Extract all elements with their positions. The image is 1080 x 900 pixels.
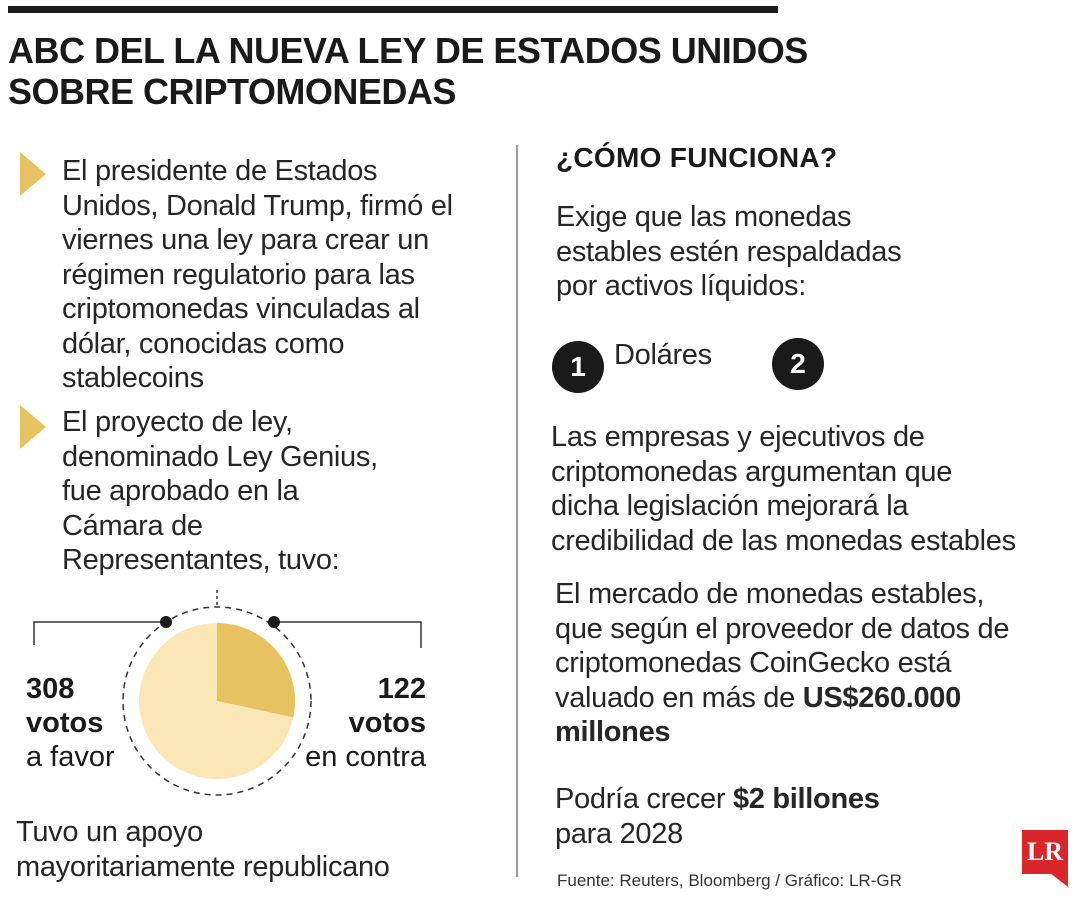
growth-value: $2 billones	[732, 783, 880, 815]
bullet2-line: Representantes, tuvo:	[62, 544, 340, 576]
votes-for-label: 308 votos a favor	[26, 672, 115, 774]
bullet2-line: Cámara de	[62, 509, 203, 542]
votes-for-word: votos	[26, 707, 104, 739]
market-prefix: valuado en más de	[555, 681, 803, 714]
bullet2-line: El proyecto de ley,	[62, 406, 293, 438]
market-line: El mercado de monedas estables,	[555, 578, 985, 610]
bullet1-line: stablecoins	[62, 362, 204, 394]
market-value-unit: millones	[555, 716, 671, 748]
votes-against-word: votos	[348, 707, 426, 739]
market-line: que según el proveedor de datos de	[555, 612, 1010, 645]
leader-line-against	[280, 621, 422, 648]
pie-dashed-ring	[122, 606, 312, 796]
growth-suffix: para 2028	[555, 817, 683, 850]
pie-slice-en-contra	[217, 623, 295, 718]
bullet1-line: criptomonedas vinculadas al	[62, 293, 420, 325]
bullet-triangle-icon	[20, 405, 46, 449]
market-line: criptomonedas CoinGecko está	[555, 647, 952, 679]
bullet1-line: régimen regulatorio para las	[62, 258, 415, 291]
bullet1-line: viernes una ley para crear un	[62, 224, 429, 256]
votes-for-text: a favor	[26, 741, 115, 773]
growth-text: Podría crecer $2 billones para 2028	[555, 782, 1055, 851]
support-line: Tuvo un apoyo	[16, 816, 203, 848]
intro-line: por activos líquidos:	[556, 270, 806, 302]
bullet2-line: denominado Ley Genius,	[62, 440, 378, 473]
growth-prefix: Podría crecer	[555, 783, 733, 815]
intro-text: Exige que las monedas estables estén res…	[556, 200, 1056, 304]
lr-logo-tail-icon	[1050, 873, 1068, 887]
market-text: El mercado de monedas estables, que segú…	[555, 577, 1075, 750]
bullet1-line: El presidente de Estados	[62, 155, 378, 187]
argument-line: credibilidad de las monedas estables	[551, 524, 1016, 557]
top-rule	[8, 6, 778, 13]
section-heading: ¿CÓMO FUNCIONA?	[556, 142, 838, 173]
bullet1-line: Unidos, Donald Trump, firmó el	[62, 189, 453, 222]
votes-against-number: 122	[377, 673, 426, 705]
votes-for-number: 308	[26, 673, 75, 705]
argument-text: Las empresas y ejecutivos de criptomoned…	[551, 420, 1071, 558]
votes-pie-chart	[33, 590, 422, 796]
intro-line: estables estén respaldadas	[556, 235, 902, 268]
bullet1-line: dólar, conocidas como	[62, 327, 345, 360]
intro-line: Exige que las monedas	[556, 201, 852, 233]
support-text: Tuvo un apoyo mayoritariamente republica…	[16, 815, 496, 884]
column-divider	[516, 145, 518, 877]
support-line: mayoritariamente republicano	[16, 850, 390, 883]
bullet2-line: fue aprobado en la	[62, 475, 299, 507]
source-credit: Fuente: Reuters, Bloomberg / Gráfico: LR…	[557, 871, 902, 890]
pie-slice-a-favor	[139, 623, 294, 779]
title-line-2: SOBRE CRIPTOMONEDAS	[8, 71, 456, 112]
lr-logo: LR	[1022, 830, 1068, 874]
title-line-1: ABC DEL LA NUEVA LEY DE ESTADOS UNIDOS	[8, 30, 808, 71]
bullet-triangle-icon	[20, 152, 46, 196]
bullet-text-2: El proyecto de ley, denominado Ley Geniu…	[62, 405, 502, 578]
page-title: ABC DEL LA NUEVA LEY DE ESTADOS UNIDOS S…	[8, 30, 808, 112]
votes-against-text: en contra	[305, 741, 426, 773]
item-number-2: 2	[772, 338, 824, 390]
item-number-1: 1	[552, 341, 604, 393]
argument-line: dicha legislación mejorará la	[551, 490, 909, 522]
votes-against-label: 122 votos en contra	[280, 672, 426, 774]
leader-line-for	[33, 621, 160, 645]
leader-dot-for	[160, 616, 172, 628]
item-label-1: Doláres	[614, 339, 712, 371]
market-value: US$260.000	[802, 681, 962, 714]
leader-dot-against	[268, 616, 280, 628]
bullet-text-1: El presidente de Estados Unidos, Donald …	[62, 154, 502, 396]
argument-line: criptomonedas argumentan que	[551, 455, 953, 488]
argument-line: Las empresas y ejecutivos de	[551, 421, 925, 453]
pie-slices	[139, 623, 295, 779]
